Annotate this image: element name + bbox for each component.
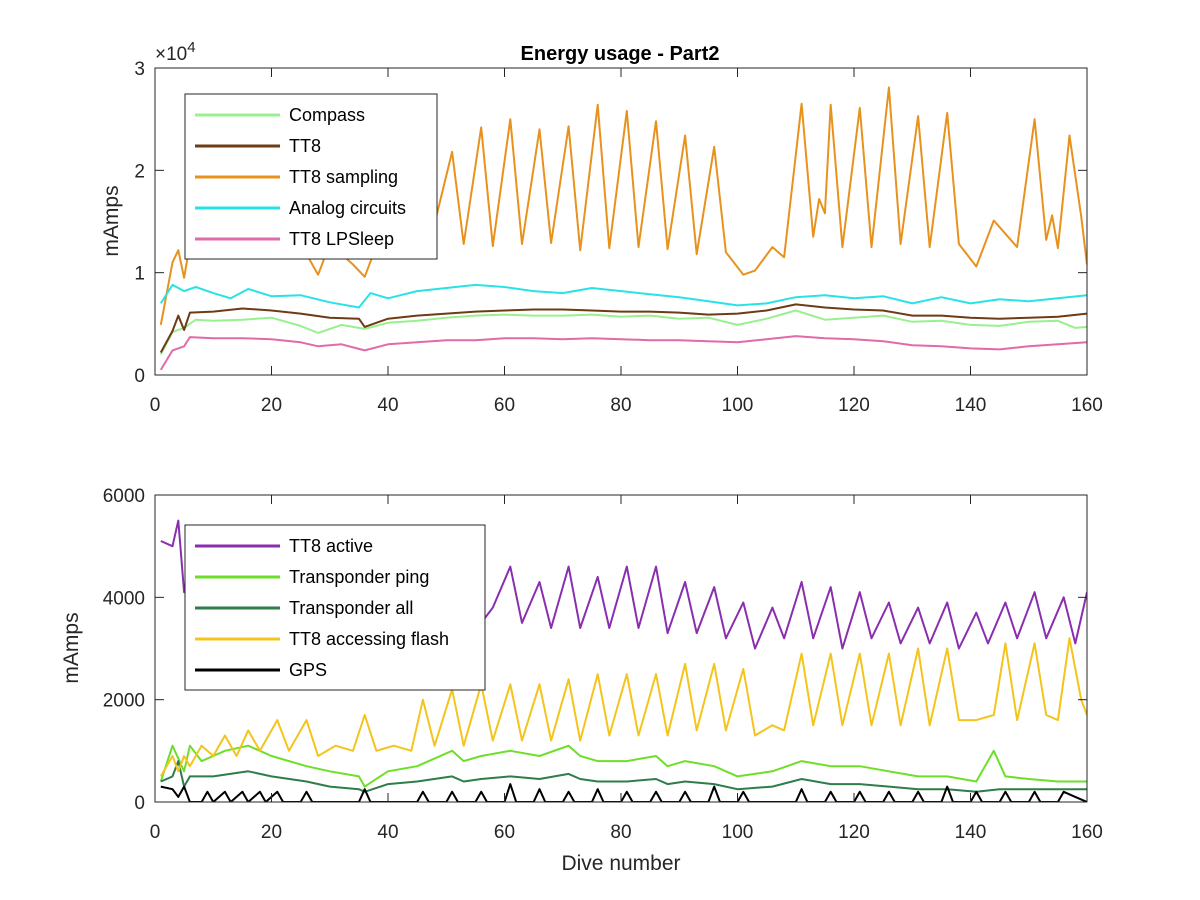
y-tick-label: 3: [134, 59, 145, 80]
x-tick-label: 0: [150, 822, 161, 843]
x-tick-label: 160: [1071, 395, 1103, 416]
y-tick-label: 0: [134, 793, 145, 814]
y-tick-label: 0: [134, 366, 145, 387]
x-tick-label: 0: [150, 395, 161, 416]
y-tick-label: 2000: [103, 691, 145, 712]
x-tick-label: 120: [838, 395, 870, 416]
legend-entry: GPS: [289, 660, 327, 680]
x-tick-label: 20: [261, 395, 282, 416]
x-tick-label: 140: [955, 822, 987, 843]
x-tick-label: 100: [722, 395, 754, 416]
x-tick-label: 60: [494, 395, 515, 416]
chart-title: Energy usage - Part2: [521, 43, 720, 65]
y-axis-label: mAmps: [100, 185, 123, 256]
legend-entry: Compass: [289, 105, 365, 125]
legend-entry: Analog circuits: [289, 198, 406, 218]
bottom-axes: 0 20 40 60 80 100 120 140 160 0 2000 4000 6000 mAmps D…: [60, 486, 1103, 875]
legend: TT8 active Transponder ping Transponder al…: [184, 524, 486, 691]
series-line-0-3: [159, 283, 1087, 309]
legend-entry: TT8: [289, 136, 321, 156]
x-tick-label: 20: [261, 822, 282, 843]
series-line-1-2: [160, 760, 1087, 793]
y-axis-label: mAmps: [60, 612, 83, 683]
x-tick-label: 140: [955, 395, 987, 416]
top-axes: 0 20 40 60 80 100 120 140 160 0 1 2 3 ×104 mAmps Compas…: [100, 39, 1103, 416]
y-tick-label: 2: [134, 161, 145, 182]
x-axis-label: Dive number: [561, 852, 680, 875]
series-line-1-4: [160, 783, 1087, 802]
x-tick-label: 80: [610, 395, 631, 416]
legend: Compass TT8 TT8 sampling Analog circuits TT8…: [184, 93, 438, 260]
legend-entry: TT8 active: [289, 536, 373, 556]
y-tick-label: 1: [134, 264, 145, 285]
y-tick-label: 6000: [103, 486, 145, 507]
legend-entry: TT8 sampling: [289, 167, 398, 187]
x-tick-label: 40: [377, 395, 398, 416]
x-tick-label: 160: [1071, 822, 1103, 843]
x-tick-label: 60: [494, 822, 515, 843]
y-exponent-label: ×104: [155, 39, 196, 65]
legend-entry: Transponder all: [289, 598, 413, 618]
x-tick-label: 80: [610, 822, 631, 843]
legend-entry: Transponder ping: [289, 567, 429, 587]
series-line-1-1: [159, 744, 1087, 788]
x-tick-label: 120: [838, 822, 870, 843]
legend-box: [184, 93, 438, 260]
x-tick-label: 40: [377, 822, 398, 843]
x-tick-label: 100: [722, 822, 754, 843]
legend-entry: TT8 accessing flash: [289, 629, 449, 649]
series-line-0-4: [159, 335, 1087, 371]
y-tick-label: 4000: [103, 588, 145, 609]
legend-entry: TT8 LPSleep: [289, 229, 394, 249]
series-line-0-1: [159, 303, 1087, 353]
series-line-0-0: [159, 309, 1087, 355]
series-line-1-3: [159, 637, 1087, 777]
